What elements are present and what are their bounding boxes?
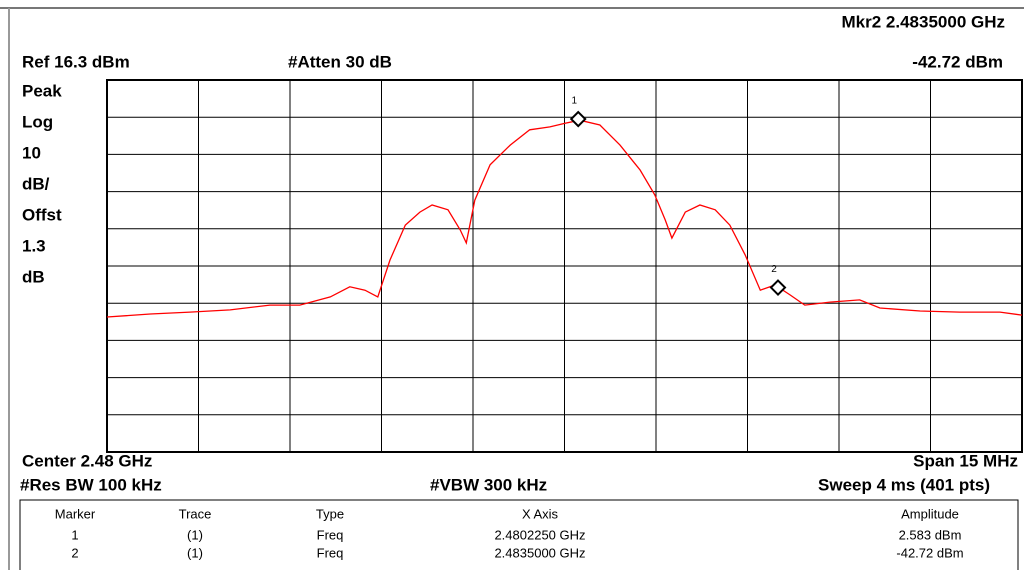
table-header: X Axis	[522, 506, 559, 521]
marker-table	[19, 499, 1019, 570]
marker-readout: Mkr2 2.4835000 GHz	[842, 12, 1006, 31]
span: Span 15 MHz	[913, 451, 1018, 470]
table-header: Amplitude	[901, 506, 959, 521]
table-cell: 2.4802250 GHz	[494, 527, 585, 542]
rbw: #Res BW 100 kHz	[20, 475, 162, 494]
side-label: Log	[22, 112, 53, 131]
table-header: Trace	[179, 506, 212, 521]
marker-number: 2	[771, 264, 777, 275]
side-label: 10	[22, 143, 41, 162]
attenuation: #Atten 30 dB	[288, 52, 392, 71]
side-label: Peak	[22, 81, 62, 100]
marker-diamond	[769, 279, 787, 296]
table-cell: -42.72 dBm	[896, 545, 963, 560]
table-cell: 2	[71, 545, 78, 560]
vbw: #VBW 300 kHz	[430, 475, 547, 494]
side-label: Offst	[22, 205, 62, 224]
marker-amplitude: -42.72 dBm	[912, 52, 1003, 71]
table-cell: (1)	[187, 545, 203, 560]
ref-level: Ref 16.3 dBm	[22, 52, 130, 71]
side-label: dB	[22, 267, 45, 286]
table-cell: 2.4835000 GHz	[494, 545, 585, 560]
table-cell: Freq	[317, 527, 344, 542]
side-label: dB/	[22, 174, 50, 193]
marker-number: 1	[571, 96, 577, 107]
side-label: 1.3	[22, 236, 46, 255]
plot-frame	[106, 79, 1023, 453]
table-cell: 2.583 dBm	[899, 527, 962, 542]
sweep: Sweep 4 ms (401 pts)	[818, 475, 990, 494]
table-cell: Freq	[317, 545, 344, 560]
table-cell: (1)	[187, 527, 203, 542]
table-header: Type	[316, 506, 344, 521]
table-cell: 1	[71, 527, 78, 542]
center-freq: Center 2.48 GHz	[22, 451, 152, 470]
trace	[106, 119, 1023, 318]
marker-diamond	[569, 110, 587, 128]
table-header: Marker	[55, 506, 96, 521]
